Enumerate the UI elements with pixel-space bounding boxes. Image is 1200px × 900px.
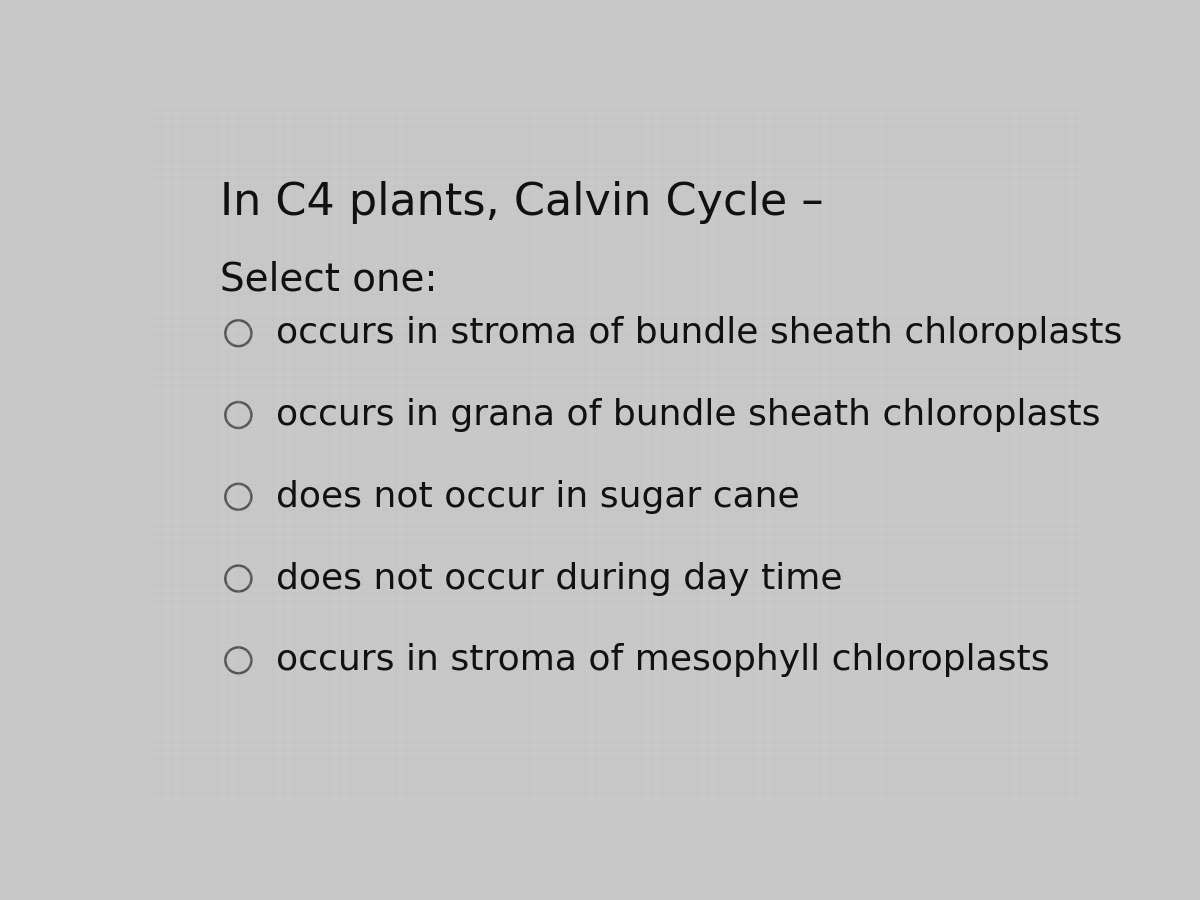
Text: occurs in grana of bundle sheath chloroplasts: occurs in grana of bundle sheath chlorop…: [276, 398, 1100, 432]
Text: occurs in stroma of bundle sheath chloroplasts: occurs in stroma of bundle sheath chloro…: [276, 316, 1122, 350]
Text: does not occur during day time: does not occur during day time: [276, 562, 842, 596]
Text: occurs in stroma of mesophyll chloroplasts: occurs in stroma of mesophyll chloroplas…: [276, 644, 1049, 678]
Text: Select one:: Select one:: [220, 260, 437, 299]
Text: In C4 plants, Calvin Cycle –: In C4 plants, Calvin Cycle –: [220, 181, 823, 224]
Text: does not occur in sugar cane: does not occur in sugar cane: [276, 480, 799, 514]
